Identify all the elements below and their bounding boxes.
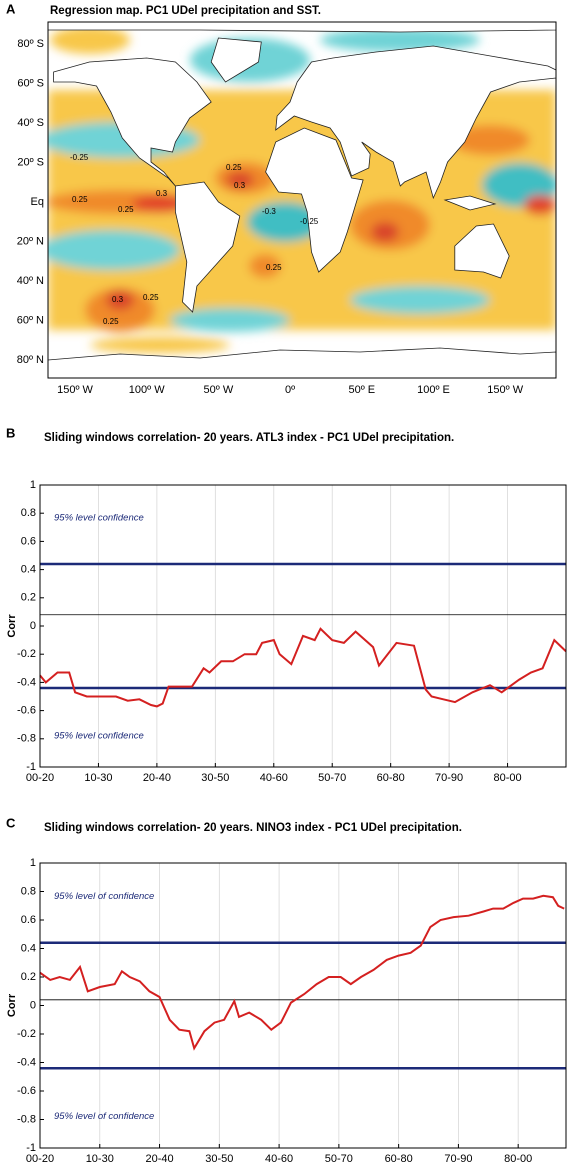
lat-label: 60º S [17, 77, 44, 89]
annotation: 95% level of confidence [54, 1111, 154, 1122]
chart-title: Sliding windows correlation- 20 years. A… [44, 432, 454, 444]
contour-label: 0.25 [266, 263, 282, 272]
chart-title: Sliding windows correlation- 20 years. N… [44, 822, 462, 834]
contour-label: 0.25 [118, 205, 134, 214]
y-tick-label: 0.4 [21, 564, 36, 576]
lon-label: 100º W [129, 384, 165, 396]
x-tick-label: 40-60 [260, 772, 288, 784]
y-axis-label: Corr [6, 614, 18, 638]
data-line [39, 627, 567, 708]
contour-label: 0.25 [143, 293, 159, 302]
map-field [48, 22, 556, 378]
plot-frame [39, 484, 567, 768]
arctic [48, 22, 556, 33]
x-tick-label: 10-30 [86, 1153, 114, 1165]
y-tick-label: -1 [26, 1142, 36, 1154]
annotation: 95% level of confidence [54, 891, 154, 902]
x-tick-label: 50-70 [318, 772, 346, 784]
y-tick-label: 1 [30, 857, 36, 869]
map-frame [47, 21, 557, 379]
y-tick-label: 0.2 [21, 971, 36, 983]
annotation: 95% level confidence [54, 513, 144, 524]
chart-title: Regression map. PC1 UDel precipitation a… [50, 5, 321, 17]
y-tick-label: 0.8 [21, 885, 36, 897]
lat-label: 40º N [17, 275, 44, 287]
antarctica [48, 347, 556, 378]
y-tick-label: 0.6 [21, 914, 36, 926]
contour-label: 0.3 [156, 189, 168, 198]
panel-label: A [6, 1, 16, 16]
lat-label: 40º S [17, 117, 44, 129]
x-tick-label: 00-20 [26, 772, 54, 784]
y-tick-label: 0.8 [21, 507, 36, 519]
x-tick-label: 60-80 [377, 772, 405, 784]
indonesia [443, 195, 497, 211]
x-tick-label: 10-30 [84, 772, 112, 784]
lat-label: 60º N [17, 314, 44, 326]
x-tick-label: 70-90 [435, 772, 463, 784]
x-tick-label: 80-00 [504, 1153, 532, 1165]
x-tick-label: 00-20 [26, 1153, 54, 1165]
lon-label: 50º E [348, 384, 375, 396]
x-tick-label: 50-70 [325, 1153, 353, 1165]
y-tick-label: 1 [30, 479, 36, 491]
lat-label: Eq [31, 196, 44, 208]
south-america [175, 181, 241, 313]
x-tick-label: 40-60 [265, 1153, 293, 1165]
lon-label: 0º [285, 384, 295, 396]
plot-frame [39, 862, 567, 1149]
lon-label: 50º W [204, 384, 234, 396]
contour-label: 0.3 [234, 181, 246, 190]
contour-label: 0.25 [103, 317, 119, 326]
y-tick-label: -0.6 [17, 1085, 36, 1097]
y-tick-label: 0 [30, 999, 36, 1011]
lon-label: 100º E [417, 384, 450, 396]
y-tick-label: -0.2 [17, 648, 36, 660]
y-axis-label: Corr [6, 993, 18, 1017]
contour-label: -0.3 [262, 207, 276, 216]
x-tick-label: 60-80 [385, 1153, 413, 1165]
north-america [53, 57, 212, 187]
lat-label: 20º N [17, 235, 44, 247]
lon-label: 150º W [487, 384, 523, 396]
map [47, 21, 557, 379]
plot-area [40, 863, 566, 1148]
lon-label: 150º W [57, 384, 93, 396]
x-tick-label: 20-40 [143, 772, 171, 784]
y-tick-label: -0.8 [17, 1113, 36, 1125]
y-tick-label: -0.6 [17, 705, 36, 717]
lat-label: 80º N [17, 354, 44, 366]
contour-label: 0.25 [72, 195, 88, 204]
y-tick-label: 0 [30, 620, 36, 632]
plot-area [40, 485, 566, 767]
panel-label: C [6, 815, 16, 830]
x-tick-label: 70-90 [444, 1153, 472, 1165]
y-tick-label: -0.4 [17, 676, 36, 688]
lat-label: 80º S [17, 38, 44, 50]
greenland [210, 37, 262, 83]
y-tick-label: -0.4 [17, 1056, 36, 1068]
x-tick-label: 20-40 [145, 1153, 173, 1165]
y-tick-label: -1 [26, 761, 36, 773]
contour-label: 0.25 [226, 163, 242, 172]
y-tick-label: -0.8 [17, 733, 36, 745]
y-tick-label: 0.2 [21, 592, 36, 604]
x-tick-label: 80-00 [493, 772, 521, 784]
contour-label: -0.25 [70, 153, 89, 162]
contour-label: -0.25 [300, 217, 319, 226]
contour-label: 0.3 [112, 295, 124, 304]
x-tick-label: 30-50 [205, 1153, 233, 1165]
y-tick-label: 0.6 [21, 535, 36, 547]
australia [454, 223, 510, 279]
africa [265, 127, 364, 273]
y-tick-label: 0.4 [21, 942, 36, 954]
data-line [39, 894, 565, 1051]
x-tick-label: 30-50 [201, 772, 229, 784]
annotation: 95% level confidence [54, 730, 144, 741]
lat-label: 20º S [17, 156, 44, 168]
y-tick-label: -0.2 [17, 1028, 36, 1040]
eurasia [275, 45, 556, 200]
panel-label: B [6, 425, 15, 440]
